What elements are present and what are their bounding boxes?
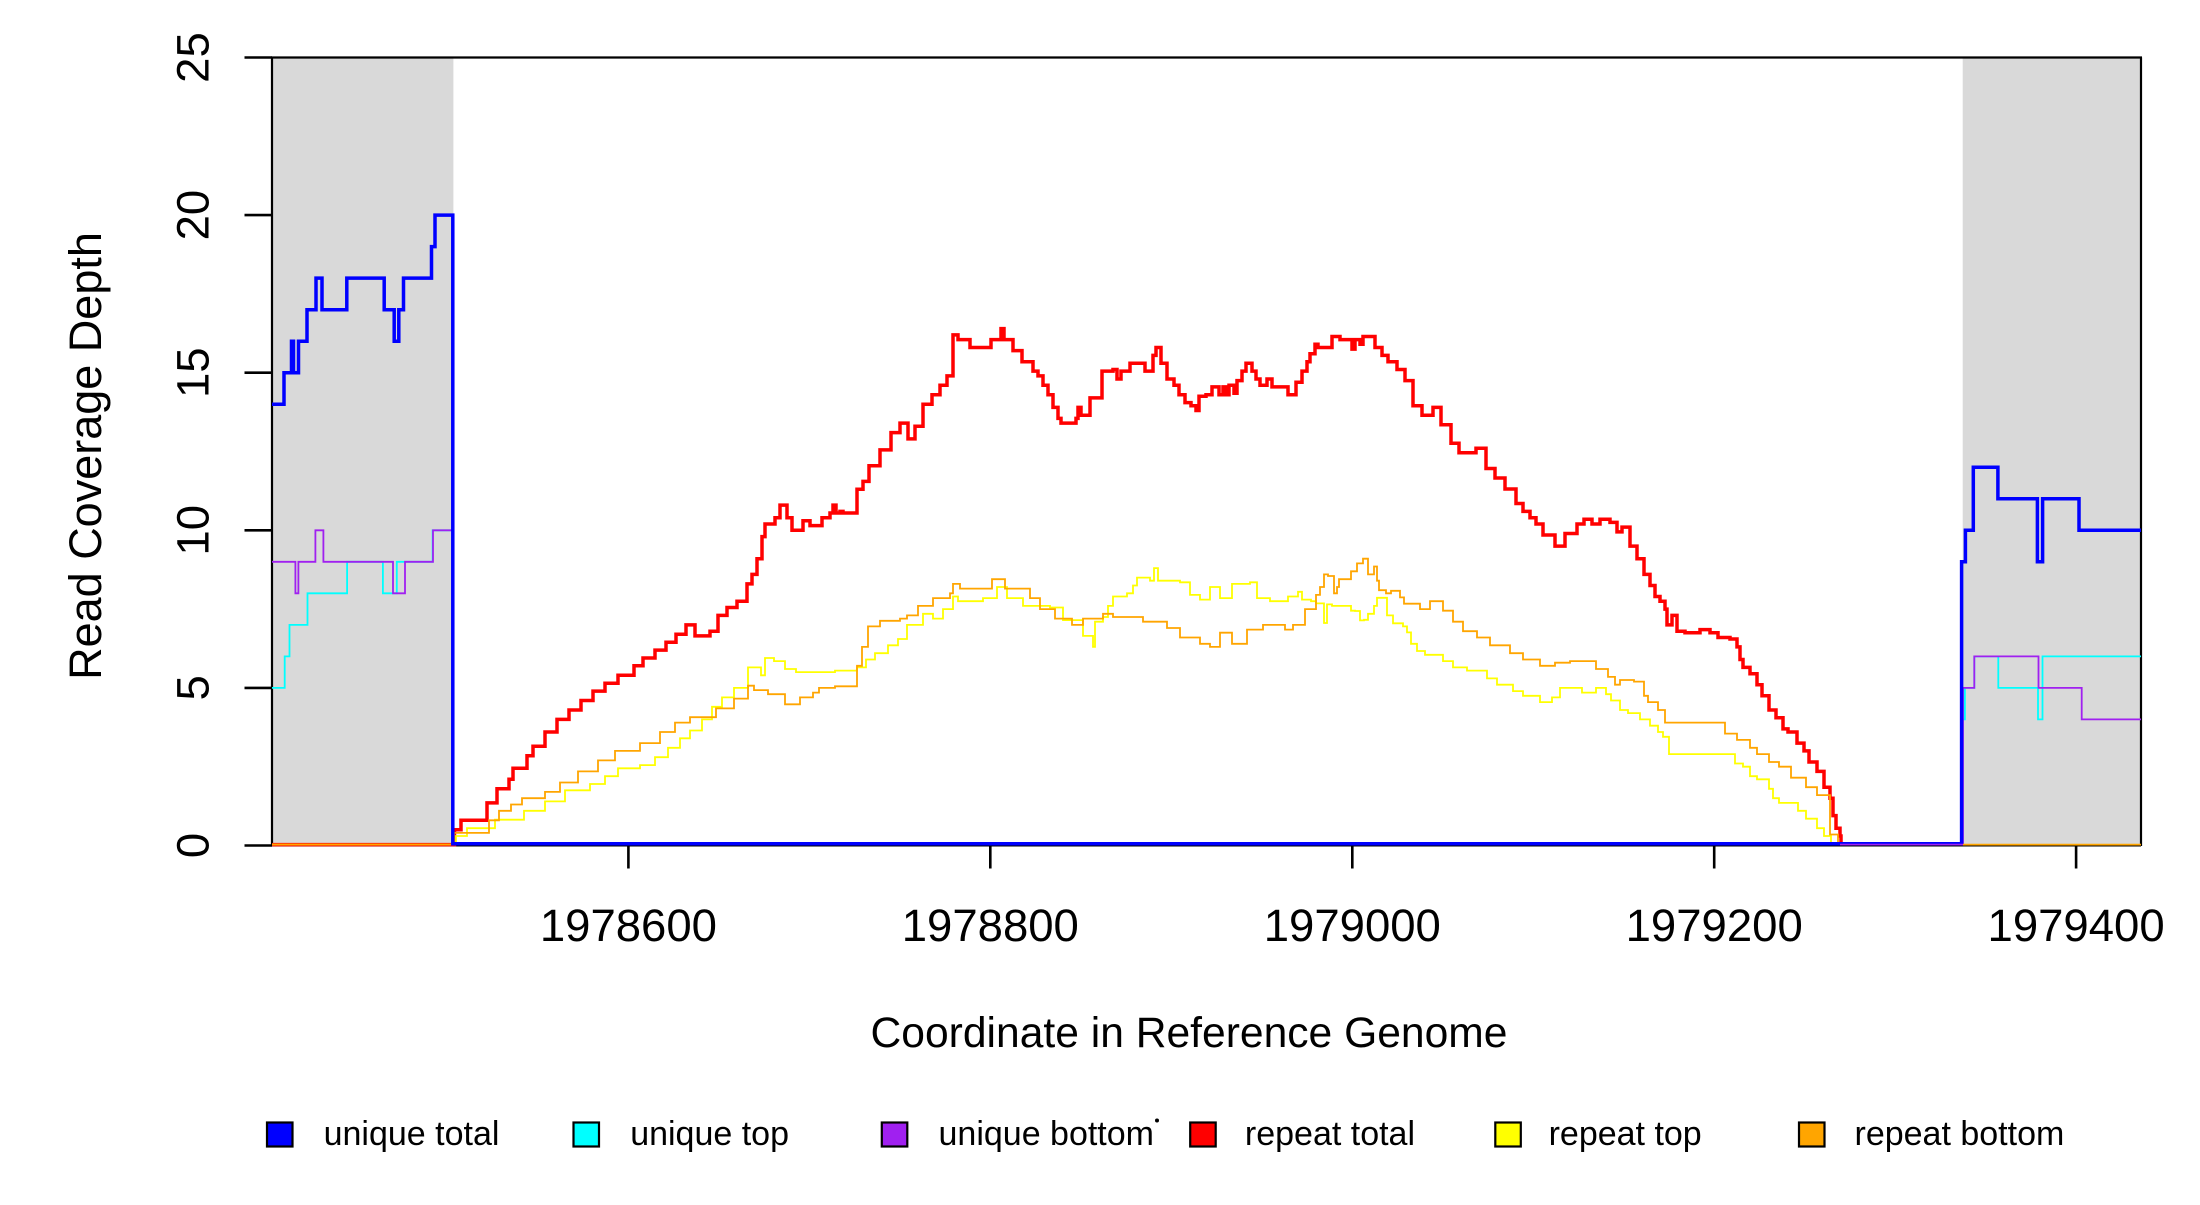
svg-text:unique top: unique top xyxy=(630,1115,789,1153)
svg-text:1978800: 1978800 xyxy=(902,900,1079,951)
svg-text:10: 10 xyxy=(168,505,219,556)
svg-text:1979400: 1979400 xyxy=(1988,900,2165,951)
svg-text:5: 5 xyxy=(168,675,219,700)
svg-text:repeat bottom: repeat bottom xyxy=(1855,1115,2065,1153)
svg-text:25: 25 xyxy=(168,32,219,83)
svg-text:Read Coverage Depth: Read Coverage Depth xyxy=(60,232,111,680)
svg-text:20: 20 xyxy=(168,190,219,241)
svg-text:15: 15 xyxy=(168,347,219,398)
svg-text:1978600: 1978600 xyxy=(540,900,717,951)
svg-text:1979200: 1979200 xyxy=(1626,900,1803,951)
svg-text:0: 0 xyxy=(168,833,219,858)
svg-text:repeat top: repeat top xyxy=(1549,1115,1702,1153)
svg-text:Coordinate in Reference Genome: Coordinate in Reference Genome xyxy=(871,1009,1508,1057)
svg-text:unique total: unique total xyxy=(324,1115,500,1153)
svg-text:1979000: 1979000 xyxy=(1264,900,1441,951)
svg-text:unique bottom: unique bottom xyxy=(939,1115,1155,1153)
svg-text:repeat total: repeat total xyxy=(1245,1115,1415,1153)
